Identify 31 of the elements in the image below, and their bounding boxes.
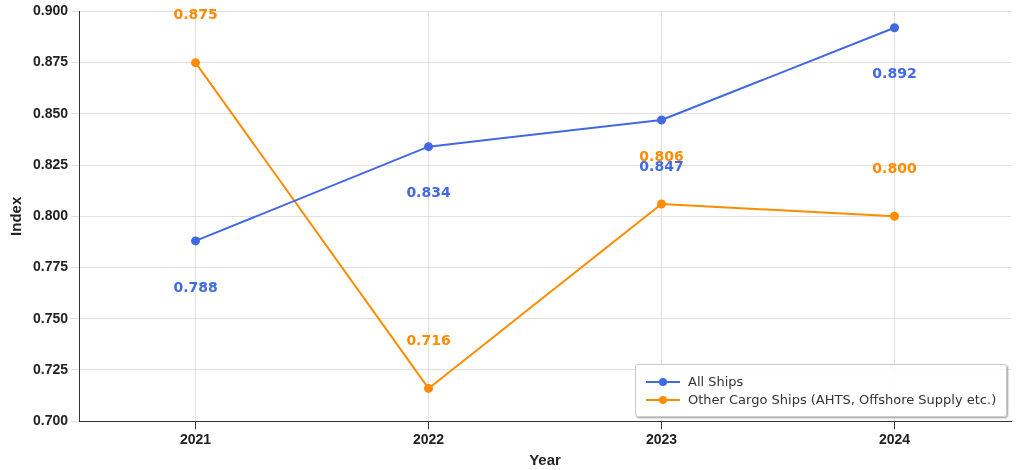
y-tick-label: 0.800: [32, 207, 69, 224]
data-label: 0.800: [872, 159, 917, 176]
point: [890, 23, 899, 33]
x-tick-label: 2023: [645, 431, 678, 448]
point: [424, 142, 434, 152]
y-tick-label: 0.825: [32, 155, 69, 172]
point: [890, 211, 899, 221]
x-tick-label: 2024: [878, 431, 911, 448]
x-axis-title: Year: [529, 451, 562, 469]
y-tick-label: 0.775: [32, 258, 69, 275]
point: [424, 383, 434, 393]
y-tick-label: 0.700: [32, 412, 69, 429]
point: [657, 115, 667, 125]
legend-label: All Ships: [688, 374, 744, 390]
data-label: 0.875: [173, 6, 218, 23]
point: [657, 199, 667, 209]
point: [191, 236, 201, 246]
legend-label: Other Cargo Ships (AHTS, Offshore Supply etc.): [688, 392, 997, 408]
x-tick-label: 2022: [412, 431, 445, 448]
data-label: 0.834: [406, 184, 451, 201]
y-axis-title: Index: [7, 196, 25, 236]
y-tick-label: 0.725: [32, 360, 69, 377]
y-tick-label: 0.900: [32, 2, 69, 19]
data-label: 0.892: [872, 65, 917, 82]
data-label: 0.788: [173, 278, 218, 295]
x-tick-label: 2021: [179, 431, 212, 448]
data-label: 0.716: [406, 332, 451, 349]
point: [191, 58, 201, 68]
y-tick-label: 0.850: [32, 104, 69, 121]
y-tick-label: 0.750: [32, 309, 69, 326]
y-tick-label: 0.875: [32, 53, 69, 70]
